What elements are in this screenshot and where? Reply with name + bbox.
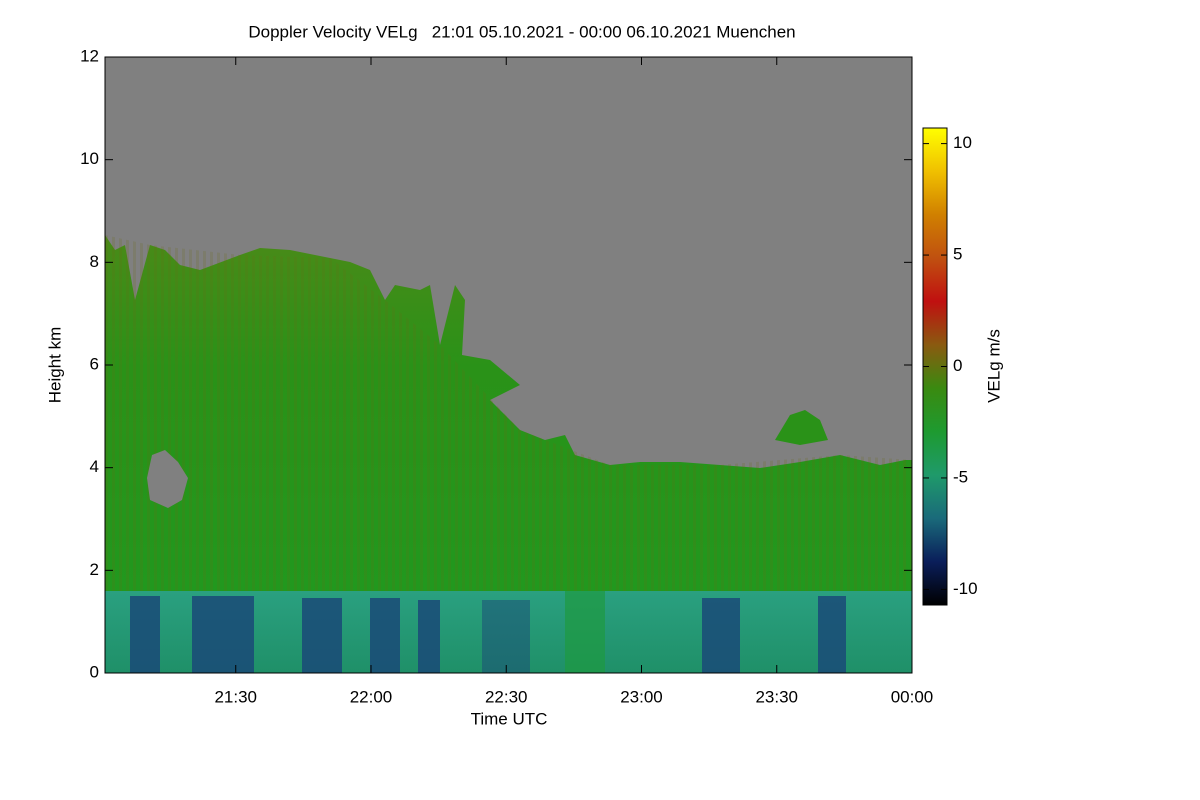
y-tick-label: 0: [90, 662, 99, 681]
chart-title: Doppler Velocity VELg 21:01 05.10.2021 -…: [248, 22, 795, 41]
x-tick-label: 22:30: [485, 687, 528, 706]
x-axis-label: Time UTC: [471, 709, 548, 728]
colorbar-label: VELg m/s: [984, 329, 1003, 403]
x-tick-label: 23:30: [755, 687, 798, 706]
colorbar-tick-label: 10: [953, 133, 972, 152]
colorbar-tick-label: 5: [953, 245, 962, 264]
y-tick-label: 4: [90, 457, 99, 476]
x-tick-label: 23:00: [620, 687, 663, 706]
y-tick-label: 8: [90, 252, 99, 271]
y-tick-label: 10: [80, 149, 99, 168]
colorbar-tick-label: 0: [953, 356, 962, 375]
field: [105, 57, 912, 673]
y-tick-label: 6: [90, 354, 99, 373]
colorbar-tick-label: -5: [953, 467, 968, 486]
x-tick-label: 21:30: [214, 687, 257, 706]
x-tick-label: 22:00: [350, 687, 393, 706]
x-tick-label: 00:00: [891, 687, 934, 706]
colorbar-tick-label: -10: [953, 579, 978, 598]
y-tick-label: 2: [90, 560, 99, 579]
y-axis-label: Height km: [45, 327, 64, 404]
y-tick-label: 12: [80, 46, 99, 65]
